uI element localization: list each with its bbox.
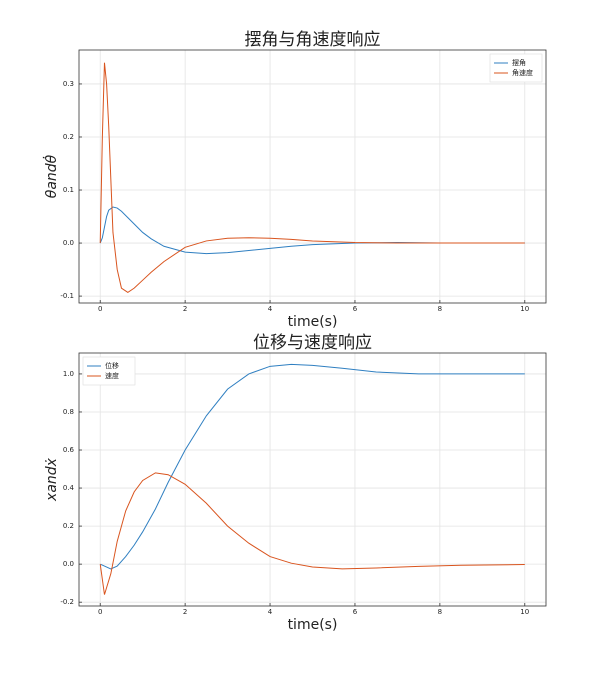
y-tick-label: 0.4 [63,484,75,492]
legend-label: 角速度 [512,68,533,77]
y-tick-label: -0.2 [60,598,74,606]
x-tick-label: 10 [520,305,529,313]
x-axis-label: time(s) [288,617,338,633]
y-tick-label: 0.8 [63,408,74,416]
line-series [100,363,525,570]
y-tick-label: 1.0 [63,370,74,378]
y-tick-label: 0.3 [63,80,74,88]
plot-frame [78,352,547,607]
x-axis-label: time(s) [288,314,338,330]
y-axis-label: xandẋ [44,457,60,502]
y-tick-label: 0.6 [63,446,75,454]
x-tick-label: 2 [183,608,187,616]
y-tick-label: 0.0 [63,239,74,247]
line-series [99,62,525,293]
legend-box [489,53,543,83]
x-tick-label: 10 [520,608,529,616]
y-tick-label: 0.2 [63,522,74,530]
x-tick-label: 0 [98,608,102,616]
line-series [99,206,525,255]
chart-title: 位移与速度响应 [253,333,372,353]
legend-box [82,356,136,386]
x-tick-label: 2 [183,305,187,313]
y-tick-label: 0.0 [63,560,74,568]
line-series [99,472,525,595]
x-tick-label: 8 [438,305,442,313]
legend-label: 位移 [105,361,119,370]
legend-label: 摆角 [512,58,526,67]
y-tick-label: 0.2 [63,133,74,141]
x-tick-label: 8 [438,608,442,616]
plot-frame [78,49,547,304]
y-tick-label: -0.1 [60,292,74,300]
x-tick-label: 6 [353,608,358,616]
chart-title: 摆角与角速度响应 [245,30,381,50]
x-tick-label: 6 [353,305,358,313]
legend-label: 速度 [105,371,119,380]
y-tick-label: 0.1 [63,186,74,194]
x-tick-label: 0 [98,305,102,313]
x-tick-label: 4 [268,608,273,616]
y-axis-label: θandθ̇ [42,154,60,198]
x-tick-label: 4 [268,305,273,313]
